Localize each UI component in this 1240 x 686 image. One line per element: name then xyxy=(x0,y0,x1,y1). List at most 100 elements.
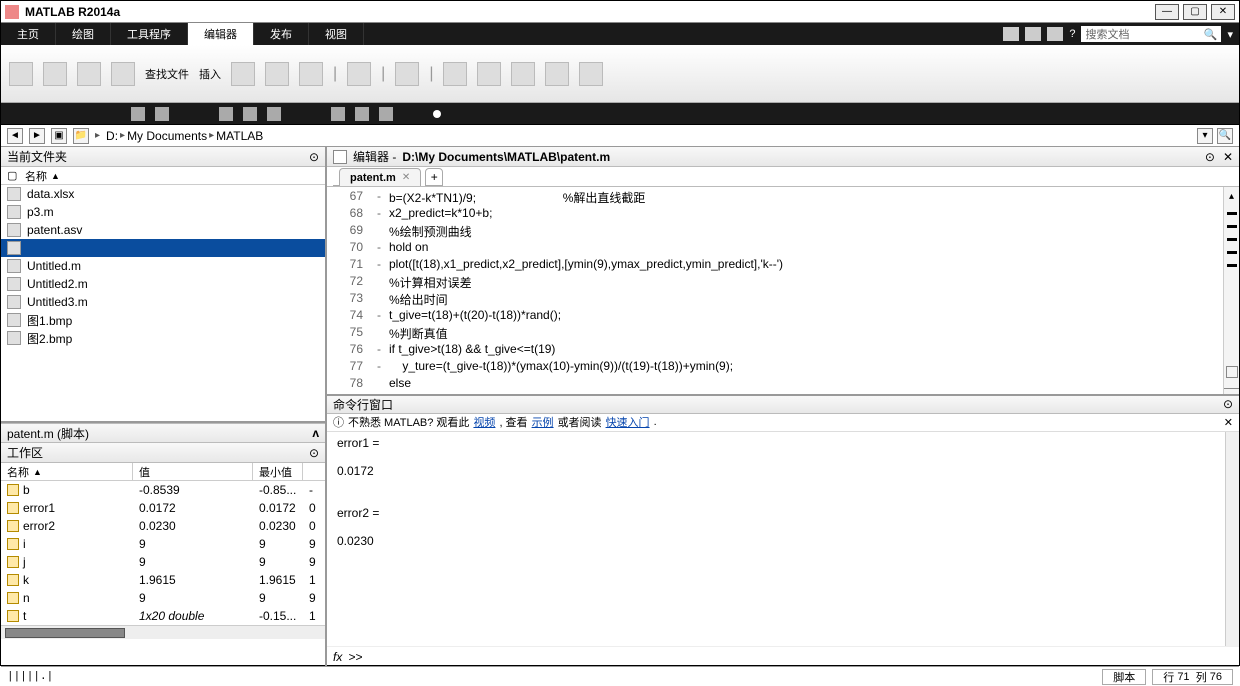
editor-menu-icon[interactable]: ⊙ xyxy=(1205,150,1215,164)
comment-button[interactable] xyxy=(265,62,289,86)
breakpoint-dash[interactable] xyxy=(369,376,389,393)
file-item[interactable]: 图1.bmp xyxy=(1,311,325,329)
workspace-row[interactable]: error10.01720.01720 xyxy=(1,499,325,517)
code-line[interactable]: 71-plot([t(18),x1_predict,x2_predict],[y… xyxy=(333,257,1223,274)
code-line[interactable]: 74-t_give=t(18)+(t(20)-t(18))*rand(); xyxy=(333,308,1223,325)
run-time-button[interactable] xyxy=(579,62,603,86)
workspace-columns-header[interactable]: 名称▲ 值 最小值 xyxy=(1,463,325,481)
workspace-hscrollbar[interactable] xyxy=(1,625,325,639)
file-item[interactable]: Untitled2.m xyxy=(1,275,325,293)
current-folder-menu-icon[interactable]: ⊙ xyxy=(309,150,319,164)
banner-link-examples[interactable]: 示例 xyxy=(532,414,554,430)
code-overview-icon[interactable] xyxy=(1226,366,1238,378)
breakpoint-button[interactable] xyxy=(395,62,419,86)
code-line[interactable]: 72%计算相对误差 xyxy=(333,274,1223,291)
comment-wrap-icon[interactable] xyxy=(243,107,257,121)
save-button[interactable] xyxy=(77,62,101,86)
favorite-icon[interactable] xyxy=(1025,27,1041,41)
code-line[interactable]: 68-x2_predict=k*10+b; xyxy=(333,206,1223,223)
workspace-row[interactable]: b-0.8539-0.85...- xyxy=(1,481,325,499)
indent-icon[interactable] xyxy=(267,107,281,121)
nav-back-button[interactable]: ◄ xyxy=(7,128,23,144)
file-item[interactable]: data.xlsx xyxy=(1,185,325,203)
indent-button[interactable] xyxy=(299,62,323,86)
workspace-row[interactable]: j999 xyxy=(1,553,325,571)
editor-close-icon[interactable]: ✕ xyxy=(1223,150,1233,164)
scrollbar-thumb[interactable] xyxy=(5,628,125,638)
tab-close-icon[interactable]: ✕ xyxy=(402,172,410,183)
shortcut-icon[interactable] xyxy=(1003,27,1019,41)
new-file-button[interactable] xyxy=(9,62,33,86)
compare-icon[interactable] xyxy=(131,107,145,121)
help-icon[interactable]: ? xyxy=(1069,28,1075,40)
file-columns-header[interactable]: ▢ 名称 ▲ xyxy=(1,167,325,185)
file-item[interactable]: 图2.bmp xyxy=(1,329,325,347)
workspace-row[interactable]: i999 xyxy=(1,535,325,553)
code-line[interactable]: 75%判断真值 xyxy=(333,325,1223,342)
banner-link-getting-started[interactable]: 快速入门 xyxy=(606,414,650,430)
workspace-row[interactable]: error20.02300.02300 xyxy=(1,517,325,535)
goto-button[interactable] xyxy=(347,62,371,86)
ribbon-tab-apps[interactable]: 工具程序 xyxy=(111,23,188,45)
breakpoint-dash[interactable] xyxy=(369,223,389,240)
command-prompt-row[interactable]: fx >> xyxy=(327,646,1239,666)
close-button[interactable]: ✕ xyxy=(1211,4,1235,20)
open-file-button[interactable] xyxy=(43,62,67,86)
workspace-menu-icon[interactable]: ⊙ xyxy=(309,446,319,460)
insert-section-button[interactable] xyxy=(231,62,255,86)
code-line[interactable]: 77- y_ture=(t_give-t(18))*(ymax(10)-ymin… xyxy=(333,359,1223,376)
code-minimap-bar[interactable]: ▴ xyxy=(1223,187,1239,394)
code-line[interactable]: 73%给出时间 xyxy=(333,291,1223,308)
find-icon[interactable] xyxy=(355,107,369,121)
code-line[interactable]: 70-hold on xyxy=(333,240,1223,257)
ribbon-tab-editor[interactable]: 编辑器 xyxy=(188,23,254,45)
breakpoint-dash[interactable]: - xyxy=(369,189,389,206)
breakpoint-dash[interactable]: - xyxy=(369,359,389,376)
nav-up-button[interactable]: ▣ xyxy=(51,128,67,144)
breakpoint-dot-icon[interactable] xyxy=(433,110,441,118)
code-line[interactable]: 76-if t_give>t(18) && t_give<=t(19) xyxy=(333,342,1223,359)
code-line[interactable]: 67-b=(X2-k*TN1)/9; %解出直线截距 xyxy=(333,189,1223,206)
print-icon[interactable] xyxy=(155,107,169,121)
file-item[interactable] xyxy=(1,239,325,257)
banner-close-icon[interactable]: ✕ xyxy=(1224,416,1233,429)
file-item[interactable]: patent.asv xyxy=(1,221,325,239)
crumb-2[interactable]: MATLAB xyxy=(216,129,263,143)
breakpoint-dash[interactable]: - xyxy=(369,240,389,257)
workspace-row[interactable]: k1.96151.96151 xyxy=(1,571,325,589)
ribbon-collapse-icon[interactable]: ▾ xyxy=(1227,28,1233,41)
workspace-row[interactable]: t1x20 double-0.15...1 xyxy=(1,607,325,625)
run-section-button[interactable] xyxy=(511,62,535,86)
tab-add-button[interactable]: + xyxy=(425,168,443,186)
maximize-button[interactable]: ▢ xyxy=(1183,4,1207,20)
minimize-button[interactable]: — xyxy=(1155,4,1179,20)
browse-folder-button[interactable]: 📁 xyxy=(73,128,89,144)
file-item[interactable]: p3.m xyxy=(1,203,325,221)
fx-icon[interactable] xyxy=(219,107,233,121)
ribbon-tab-plots[interactable]: 绘图 xyxy=(56,23,111,45)
file-item[interactable]: Untitled.m xyxy=(1,257,325,275)
breakpoint-dash[interactable]: - xyxy=(369,257,389,274)
detail-expand-icon[interactable]: ʌ xyxy=(312,426,319,440)
ribbon-tab-home[interactable]: 主页 xyxy=(1,23,56,45)
ribbon-tab-view[interactable]: 视图 xyxy=(309,23,364,45)
address-dropdown[interactable]: ▾ xyxy=(1197,128,1213,144)
workspace-row[interactable]: n999 xyxy=(1,589,325,607)
find-files-button[interactable] xyxy=(111,62,135,86)
editor-tab-patent[interactable]: patent.m ✕ xyxy=(339,168,421,186)
search-icon[interactable]: 🔍 xyxy=(1204,28,1218,41)
ribbon-tab-publish[interactable]: 发布 xyxy=(254,23,309,45)
layout-icon[interactable] xyxy=(1047,27,1063,41)
command-output[interactable]: error1 = 0.0172 error2 = 0.0230 xyxy=(327,432,1239,647)
address-search-button[interactable]: 🔍 xyxy=(1217,128,1233,144)
code-line[interactable]: 69%绘制预测曲线 xyxy=(333,223,1223,240)
goto-line-icon[interactable] xyxy=(379,107,393,121)
code-line[interactable]: 78else xyxy=(333,376,1223,393)
file-item[interactable]: Untitled3.m xyxy=(1,293,325,311)
command-scrollbar[interactable] xyxy=(1225,432,1239,647)
advance-button[interactable] xyxy=(545,62,569,86)
bookmark-icon[interactable] xyxy=(331,107,345,121)
command-menu-icon[interactable]: ⊙ xyxy=(1223,397,1233,411)
run-advance-button[interactable] xyxy=(477,62,501,86)
breakpoint-dash[interactable] xyxy=(369,291,389,308)
